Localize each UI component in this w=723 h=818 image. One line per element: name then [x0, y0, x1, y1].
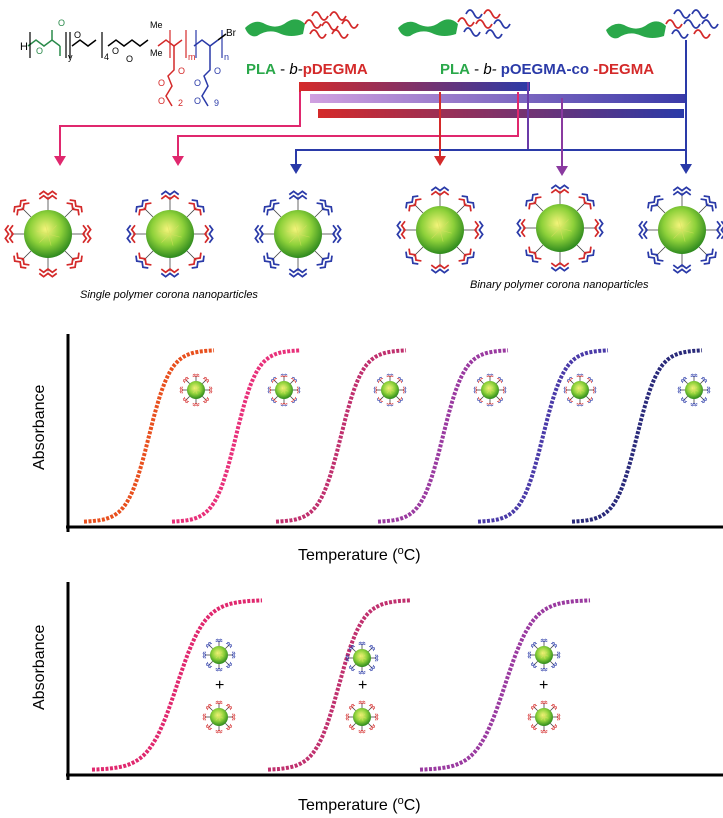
svg-text:O: O: [158, 78, 165, 88]
polymer1-pla: PLA: [246, 61, 276, 78]
svg-text:O: O: [58, 18, 65, 28]
chem-me2: Me: [150, 48, 163, 58]
plot-top-xlabel-end: C): [404, 547, 421, 564]
plot-bottom-particle-5: [527, 638, 561, 672]
nanoparticle-6: [638, 186, 723, 274]
plot-top-xlabel-main: Temperature (: [298, 547, 398, 564]
svg-text:O: O: [158, 96, 165, 106]
svg-text:O: O: [126, 54, 133, 64]
chem-br: Br: [226, 28, 237, 39]
mixing-bars: [299, 40, 687, 160]
plot-top-particle-5: [563, 373, 597, 407]
chemical-structure: H O O y O 4 O O Me Me O O O 2 m O O O 9: [20, 18, 237, 108]
chem-n: n: [224, 52, 229, 62]
polymer1-label: PLA - b-pDEGMA: [246, 61, 368, 78]
plot-bottom-particles: [202, 638, 561, 734]
arrowheads: [54, 156, 692, 176]
plot-top-curve-6: [571, 348, 703, 524]
svg-text:O: O: [194, 78, 201, 88]
polymer-cartoon-poegma: [606, 9, 719, 39]
polymer-cartoon-mixed: [398, 9, 511, 39]
plot-bottom-particle-4: [345, 700, 379, 734]
plot-bottom-particle-3: [345, 641, 379, 675]
caption-binary: Binary polymer corona nanoparticles: [470, 279, 649, 291]
plot-top-curve-4: [377, 348, 509, 524]
plot-bottom-xlabel-main: Temperature (: [298, 797, 398, 814]
chem-h: H: [20, 41, 28, 53]
plot-bottom-xlabel-sup: o: [398, 795, 404, 807]
chem-four: 4: [104, 52, 109, 62]
plot-top-curve-3: [275, 348, 407, 524]
plus-sign-2: +: [358, 677, 367, 694]
plot-bottom-xlabel-end: C): [404, 797, 421, 814]
plot-bottom-ylabel: Absorbance: [31, 625, 48, 710]
polymer2-label: PLA - b-pOEGMA-co -DEGMA: [440, 61, 654, 78]
svg-text:O: O: [36, 46, 43, 56]
plot-bottom-curve-3: [419, 598, 591, 772]
plot-bottom-particle-6: [527, 700, 561, 734]
plot-top-curves: [83, 348, 703, 524]
svg-text:O: O: [214, 66, 221, 76]
plot-bottom-curve-1: [91, 598, 263, 772]
plot-top-particle-6: [677, 373, 711, 407]
plot-top-particle-3: [373, 373, 407, 407]
polymer2-pla: PLA: [440, 61, 470, 78]
plot-top-xlabel-sup: o: [398, 545, 404, 557]
nanoparticle-2: [126, 190, 214, 278]
polymer2-poegma: pOEGMA-co: [501, 61, 589, 78]
plot-top-ylabel: Absorbance: [31, 385, 48, 470]
chem-m: m: [188, 52, 196, 62]
plot-top-curve-1: [83, 348, 215, 524]
plot-bottom-particle-2: [202, 700, 236, 734]
plot-bottom-curves: [91, 598, 591, 772]
chem-nine: 9: [214, 98, 219, 108]
plot-top-xlabel: Temperature (oC): [298, 545, 421, 564]
polymer2-degma: -DEGMA: [589, 61, 654, 78]
plot-top-particles: [179, 373, 711, 407]
nanoparticle-5: [516, 184, 604, 272]
svg-text:O: O: [194, 96, 201, 106]
plot-top-particle-2: [267, 373, 301, 407]
svg-text:O: O: [112, 46, 119, 56]
plus-sign-1: +: [215, 677, 224, 694]
arrows: [59, 92, 687, 168]
polymer2-sep: -: [470, 61, 483, 78]
plot-top-particle-4: [473, 373, 507, 407]
plot-bottom: Absorbance Temperature (oC) + + +: [31, 582, 723, 814]
nanoparticle-3: [254, 190, 342, 278]
nanoparticle-1: [4, 190, 92, 278]
plot-top-curve-5: [477, 348, 609, 524]
chem-two: 2: [178, 98, 183, 108]
plot-top: Absorbance Temperature (oC): [31, 334, 723, 564]
svg-text:O: O: [74, 30, 81, 40]
plot-top-curve-2: [171, 348, 301, 524]
polymer1-b: b-: [289, 61, 302, 78]
nanoparticle-row: [4, 184, 723, 278]
plot-top-particle-1: [179, 373, 213, 407]
polymer1-sep: -: [276, 61, 289, 78]
polymer1-pdegma: pDEGMA: [303, 61, 368, 78]
nanoparticle-4: [396, 186, 484, 274]
chem-me1: Me: [150, 20, 163, 30]
plot-bottom-curve-2: [267, 598, 411, 772]
svg-text:O: O: [178, 66, 185, 76]
plot-bottom-xlabel: Temperature (oC): [298, 795, 421, 814]
polymer2-b: b-: [483, 61, 496, 78]
caption-single: Single polymer corona nanoparticles: [80, 289, 258, 301]
plus-sign-3: +: [539, 677, 548, 694]
polymer-cartoon-pdegma: [245, 11, 359, 39]
plot-bottom-particle-1: [202, 638, 236, 672]
